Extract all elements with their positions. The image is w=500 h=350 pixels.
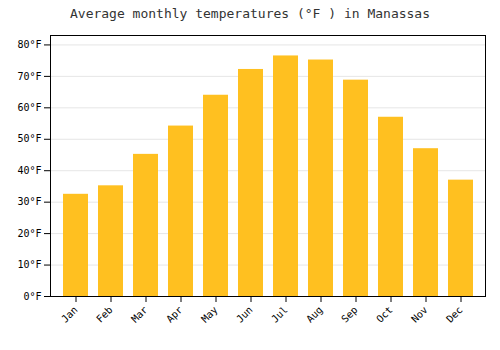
svg-text:50°F: 50°F (17, 133, 41, 144)
svg-text:Aug: Aug (304, 304, 325, 325)
svg-text:30°F: 30°F (17, 196, 41, 207)
svg-text:60°F: 60°F (17, 102, 41, 113)
html-text:Average monthly temperatures (: Average monthly temperatures (°F ) in Ma… (70, 6, 430, 21)
svg-text:Mar: Mar (129, 304, 150, 325)
svg-text:Feb: Feb (94, 304, 115, 325)
svg-text:40°F: 40°F (17, 165, 41, 176)
svg-text:Apr: Apr (164, 304, 185, 325)
svg-text:10°F: 10°F (17, 259, 41, 270)
svg-text:Dec: Dec (444, 304, 465, 325)
svg-text:Jul: Jul (269, 304, 290, 325)
svg-text:0°F: 0°F (23, 291, 41, 302)
svg-text:May: May (199, 304, 220, 325)
svg-text:Nov: Nov (409, 304, 430, 325)
svg-text:Jun: Jun (234, 304, 255, 325)
svg-text:70°F: 70°F (17, 71, 41, 82)
svg-text:Jan: Jan (59, 304, 80, 325)
svg-text:Sep: Sep (339, 304, 360, 325)
svg-text:80°F: 80°F (17, 39, 41, 50)
svg-text:Oct: Oct (374, 304, 395, 325)
svg-text:20°F: 20°F (17, 228, 41, 239)
